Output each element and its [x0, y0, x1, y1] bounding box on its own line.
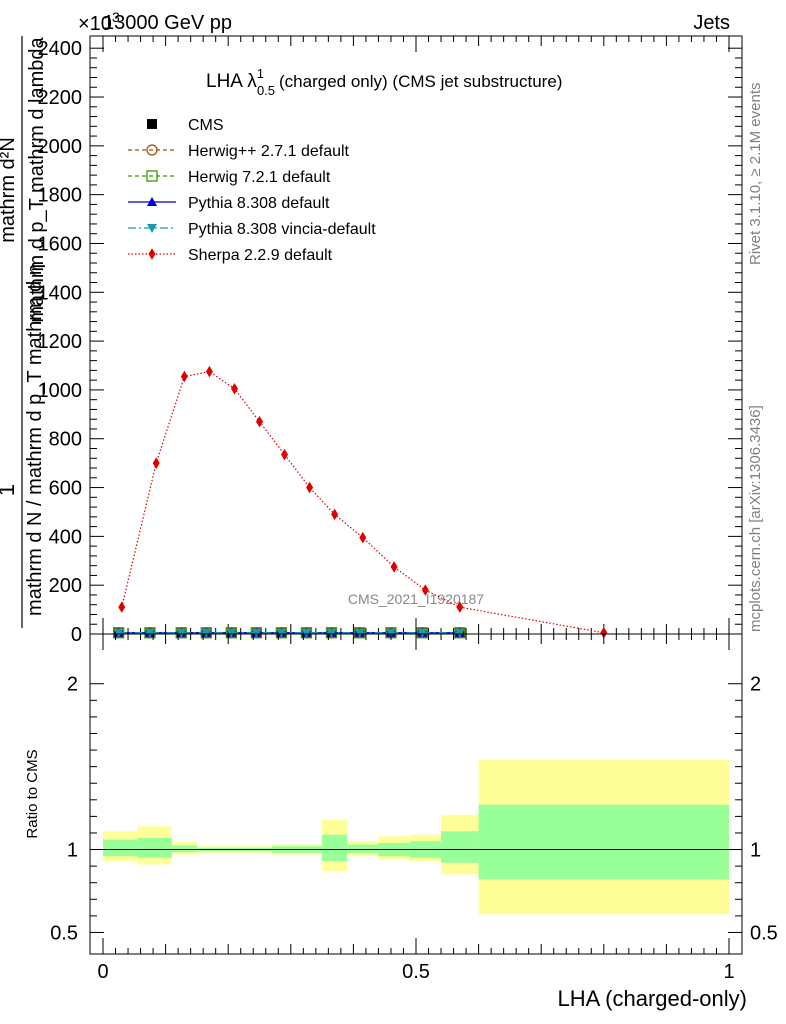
series-sherpa-2-2-9-default: [118, 365, 608, 639]
legend-item: Pythia 8.308 vincia-default: [128, 221, 376, 238]
main-ytick-label: 1400: [38, 282, 83, 304]
data-point: [281, 448, 289, 461]
legend-item: Herwig 7.2.1 default: [128, 169, 331, 186]
ylabel-stacked-denominator: mathrm d p_T mathrm d lambda: [26, 36, 48, 322]
xtick-label: 1: [723, 961, 734, 983]
ratio-band-inner: [347, 844, 379, 853]
data-point: [456, 601, 464, 613]
main-plot: 0 200 400 600 800 1000 1200 1400 1600 1800 2000 220…: [0, 35, 743, 646]
ratio-ytick-label-right: 2: [750, 674, 761, 696]
data-point: [354, 628, 365, 638]
x-axis-label: LHA (charged-only): [557, 986, 747, 1011]
main-ylabel: 1 mathrm d N / mathrm d p_T mathrm d η m…: [0, 36, 48, 628]
ratio-ytick-label: 2: [67, 674, 78, 696]
data-point: [176, 628, 187, 638]
legend-item: Sherpa 2.2.9 default: [128, 247, 333, 264]
ratio-band-inner: [137, 837, 172, 858]
ratio-plot: 0.5 0.5 1 1 2 2 0 0.5 1 Ratio to CMS LHA (charg…: [24, 633, 778, 1011]
ratio-band-inner: [441, 831, 479, 863]
data-point: [226, 628, 237, 638]
data-point: [147, 224, 157, 233]
legend-label: Sherpa 2.2.9 default: [188, 247, 333, 264]
main-ytick-label: 2000: [38, 136, 83, 158]
legend-label: Pythia 8.308 vincia-default: [188, 221, 376, 238]
main-ytick-label: 2400: [38, 38, 83, 60]
ratio-ytick-label: 1: [67, 840, 78, 862]
legend-item: Pythia 8.308 default: [128, 195, 330, 212]
main-ytick-label: 600: [49, 478, 82, 500]
data-point: [205, 365, 213, 378]
main-title: LHA λ1 0.5 (charged only) (CMS jet substru…: [206, 66, 562, 98]
data-point: [421, 584, 429, 596]
main-ytick-label: 1600: [38, 233, 83, 255]
ratio-ylabel: Ratio to CMS: [24, 749, 41, 838]
legend-label: CMS: [188, 117, 224, 134]
axis-exponent: ×103: [78, 9, 120, 35]
data-point: [147, 197, 157, 206]
main-ytick-label: 1000: [38, 380, 83, 402]
data-point: [180, 370, 188, 383]
watermark: CMS_2021_I1920187: [348, 591, 484, 607]
main-ytick-label: 1800: [38, 185, 83, 207]
data-point: [113, 628, 124, 638]
data-point: [276, 628, 287, 638]
data-point: [331, 508, 339, 521]
legend-label: Pythia 8.308 default: [188, 195, 330, 212]
ratio-ytick-label-right: 1: [750, 840, 761, 862]
main-ytick-label: 400: [49, 526, 82, 548]
data-point: [152, 457, 160, 469]
data-point: [147, 119, 157, 129]
data-point: [118, 601, 126, 613]
ratio-band-inner: [103, 839, 138, 857]
data-point: [454, 628, 465, 638]
legend-label: Herwig++ 2.7.1 default: [188, 143, 350, 160]
legend-label: Herwig 7.2.1 default: [188, 169, 331, 186]
data-point: [230, 382, 238, 395]
main-ytick-label: 0: [71, 624, 82, 646]
data-point: [390, 561, 398, 573]
xtick-label: 0.5: [402, 961, 430, 983]
main-ytick-label: 800: [49, 429, 82, 451]
legend: CMS Herwig++ 2.7.1 default Herwig 7.2.1 de…: [128, 117, 376, 264]
data-point: [256, 415, 263, 428]
ratio-band-inner: [322, 834, 348, 862]
series-pythia-8-308-vincia-default: [113, 628, 465, 638]
data-point: [359, 531, 367, 544]
data-point: [326, 628, 337, 638]
main-ytick-label: 1200: [38, 331, 83, 353]
header-right: Jets: [693, 12, 730, 34]
data-point: [146, 170, 158, 182]
data-point: [385, 628, 396, 638]
data-point: [146, 144, 158, 156]
ratio-band-inner: [171, 845, 197, 853]
data-point: [148, 248, 156, 260]
rivet-label: Rivet 3.1.10, ≥ 2.1M events: [747, 83, 764, 266]
header-left: 13000 GeV pp: [103, 12, 232, 34]
data-point: [600, 627, 608, 639]
data-point: [417, 628, 428, 638]
legend-item: Herwig++ 2.7.1 default: [128, 143, 350, 160]
data-point: [251, 628, 262, 638]
data-point: [201, 628, 212, 638]
ratio-ytick-label: 0.5: [50, 922, 78, 944]
data-point: [301, 628, 312, 638]
main-ytick-label: 2200: [38, 87, 83, 109]
ylabel-numerator: 1: [0, 484, 19, 496]
ylabel-stacked-numerator: mathrm d²N: [0, 137, 19, 243]
series-line: [121, 370, 604, 634]
xtick-label: 0: [97, 961, 108, 983]
ylabel-denominator: mathrm d N / mathrm d p_T mathrm d η: [24, 264, 46, 616]
legend-item: CMS: [147, 117, 224, 134]
ratio-ytick-label-right: 0.5: [750, 922, 778, 944]
main-ytick-label: 200: [49, 575, 82, 597]
data-point: [306, 481, 314, 494]
ratio-band-inner: [478, 804, 729, 880]
data-point: [144, 628, 155, 638]
mcplots-label: mcplots.cern.ch [arXiv:1306.3436]: [747, 405, 764, 632]
